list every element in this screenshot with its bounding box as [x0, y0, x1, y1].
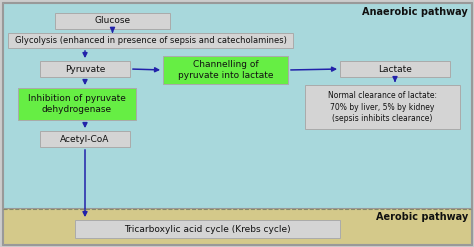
Text: Anaerobic pathway: Anaerobic pathway — [362, 7, 468, 17]
Text: Pyruvate: Pyruvate — [65, 64, 105, 74]
Bar — [8, 33, 293, 48]
Text: Tricarboxylic acid cycle (Krebs cycle): Tricarboxylic acid cycle (Krebs cycle) — [124, 225, 291, 233]
Bar — [40, 131, 130, 147]
Bar — [75, 220, 340, 238]
Text: Lactate: Lactate — [378, 64, 412, 74]
Bar — [163, 56, 288, 84]
Text: Inhibition of pyruvate
dehydrogenase: Inhibition of pyruvate dehydrogenase — [28, 94, 126, 114]
Text: Aerobic pathway: Aerobic pathway — [376, 212, 468, 222]
Bar — [40, 61, 130, 77]
Text: Normal clearance of lactate:
70% by liver, 5% by kidney
(sepsis inhibits clearan: Normal clearance of lactate: 70% by live… — [328, 91, 437, 123]
Bar — [55, 13, 170, 29]
Bar — [305, 85, 460, 129]
Text: Glucose: Glucose — [94, 17, 130, 25]
Bar — [3, 3, 471, 209]
Bar — [3, 208, 471, 244]
Text: Acetyl-CoA: Acetyl-CoA — [60, 135, 109, 144]
Bar — [18, 88, 136, 120]
Text: Channelling of
pyruvate into lactate: Channelling of pyruvate into lactate — [178, 60, 273, 80]
Text: Glycolysis (enhanced in presence of sepsis and catecholamines): Glycolysis (enhanced in presence of seps… — [15, 36, 286, 45]
Bar — [340, 61, 450, 77]
